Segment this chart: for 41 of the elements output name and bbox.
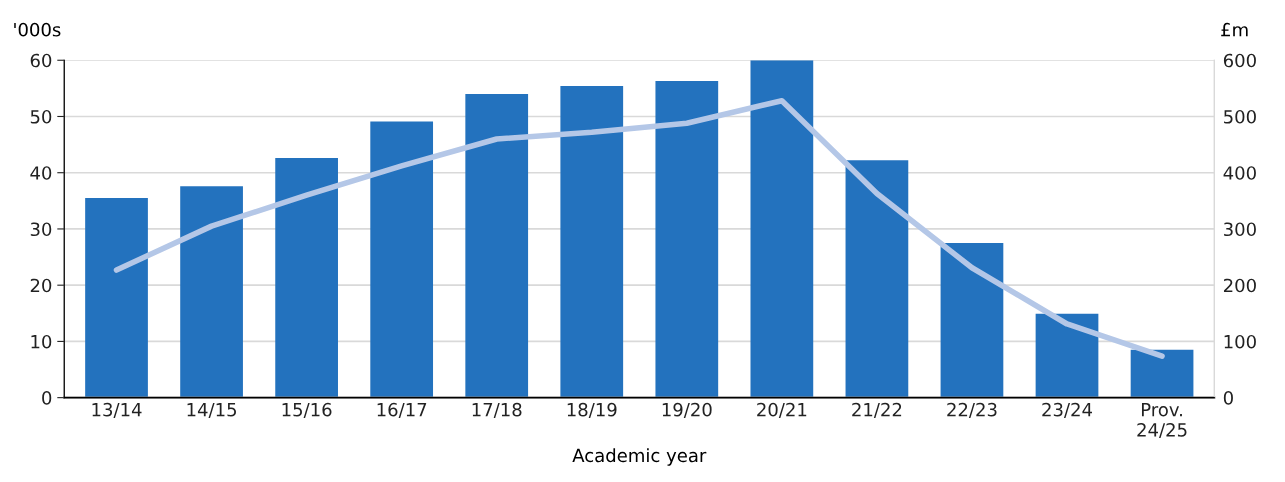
x-tick-label: 15/16 bbox=[282, 402, 332, 418]
x-tick-label: 21/22 bbox=[852, 402, 902, 418]
x-tick-label: 22/23 bbox=[947, 402, 997, 418]
y-tick-label: 60 bbox=[30, 53, 52, 68]
x-tick-label: 16/17 bbox=[377, 402, 427, 418]
bar bbox=[750, 60, 814, 398]
y-axis-title: '000s bbox=[14, 22, 61, 37]
x-tick-label: 19/20 bbox=[662, 402, 712, 418]
bar bbox=[85, 198, 148, 398]
x-tick-label: 18/19 bbox=[567, 402, 617, 418]
x-tick-label: 13/14 bbox=[92, 402, 142, 418]
y2-tick-label: 500 bbox=[1224, 109, 1256, 124]
x-tick-label: 20/21 bbox=[757, 402, 807, 418]
bar bbox=[370, 121, 434, 398]
bar bbox=[465, 93, 529, 398]
y-tick-label: 40 bbox=[30, 166, 52, 180]
y-tick-label: 50 bbox=[30, 109, 52, 124]
x-tick-label: 14/15 bbox=[187, 403, 237, 418]
bar bbox=[1035, 313, 1099, 398]
y2-tick-label: 300 bbox=[1224, 222, 1256, 237]
bar bbox=[180, 186, 243, 398]
x-tick-label: Prov. 24/25 bbox=[1137, 403, 1187, 439]
bar bbox=[845, 160, 909, 398]
x-tick-label: 23/24 bbox=[1042, 402, 1093, 418]
y2-tick-label: 600 bbox=[1223, 53, 1256, 68]
y2-axis-title: £m bbox=[1221, 22, 1248, 37]
y2-tick-label: 200 bbox=[1223, 278, 1256, 293]
bar bbox=[560, 86, 624, 398]
y2-tick-label: 400 bbox=[1223, 166, 1256, 180]
x-tick-label: 17/18 bbox=[472, 402, 522, 418]
y-tick-label: 10 bbox=[31, 334, 52, 349]
y-tick-label: 0 bbox=[42, 391, 52, 405]
x-axis-title: Academic year bbox=[572, 448, 707, 466]
y-tick-label: 30 bbox=[30, 222, 52, 237]
y2-tick-label: 100 bbox=[1224, 334, 1256, 349]
y-tick-label: 20 bbox=[30, 278, 52, 293]
bar bbox=[1130, 349, 1194, 398]
bar bbox=[275, 158, 338, 398]
y2-tick-label: 0 bbox=[1223, 391, 1233, 405]
bar bbox=[655, 81, 719, 398]
bar bbox=[940, 243, 1004, 398]
